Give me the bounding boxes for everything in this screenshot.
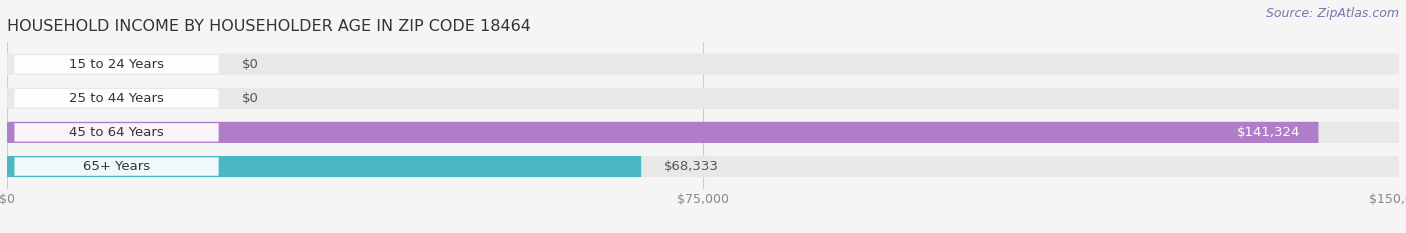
Text: 15 to 24 Years: 15 to 24 Years [69, 58, 165, 71]
FancyBboxPatch shape [14, 89, 218, 107]
Text: 25 to 44 Years: 25 to 44 Years [69, 92, 165, 105]
FancyBboxPatch shape [14, 157, 218, 176]
FancyBboxPatch shape [14, 55, 218, 73]
Text: $0: $0 [242, 92, 259, 105]
Text: 65+ Years: 65+ Years [83, 160, 150, 173]
Text: $141,324: $141,324 [1236, 126, 1301, 139]
FancyBboxPatch shape [7, 156, 641, 177]
FancyBboxPatch shape [7, 88, 1399, 109]
FancyBboxPatch shape [7, 122, 1399, 143]
FancyBboxPatch shape [7, 156, 1399, 177]
Text: $68,333: $68,333 [664, 160, 720, 173]
FancyBboxPatch shape [7, 54, 1399, 75]
Text: $0: $0 [242, 58, 259, 71]
FancyBboxPatch shape [7, 122, 1319, 143]
FancyBboxPatch shape [14, 123, 218, 142]
Text: HOUSEHOLD INCOME BY HOUSEHOLDER AGE IN ZIP CODE 18464: HOUSEHOLD INCOME BY HOUSEHOLDER AGE IN Z… [7, 19, 531, 34]
Text: 45 to 64 Years: 45 to 64 Years [69, 126, 165, 139]
Text: Source: ZipAtlas.com: Source: ZipAtlas.com [1265, 7, 1399, 20]
